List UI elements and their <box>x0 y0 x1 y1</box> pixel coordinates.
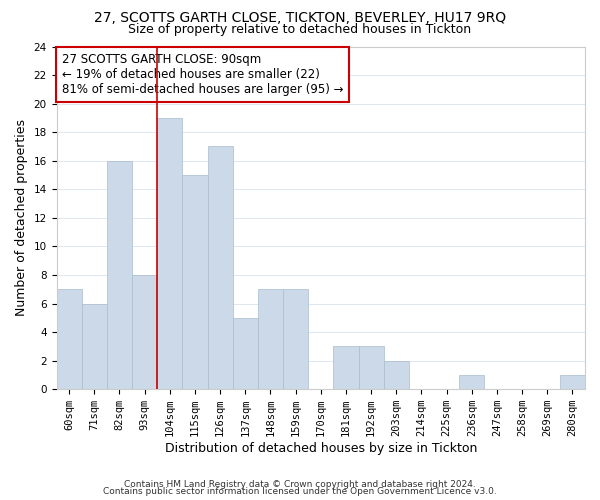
Bar <box>82 304 107 389</box>
Y-axis label: Number of detached properties: Number of detached properties <box>15 120 28 316</box>
Bar <box>383 360 409 389</box>
Text: 27 SCOTTS GARTH CLOSE: 90sqm
← 19% of detached houses are smaller (22)
81% of se: 27 SCOTTS GARTH CLOSE: 90sqm ← 19% of de… <box>62 54 343 96</box>
Bar <box>107 160 132 389</box>
Text: 27, SCOTTS GARTH CLOSE, TICKTON, BEVERLEY, HU17 9RQ: 27, SCOTTS GARTH CLOSE, TICKTON, BEVERLE… <box>94 11 506 25</box>
Text: Size of property relative to detached houses in Tickton: Size of property relative to detached ho… <box>128 22 472 36</box>
Bar <box>56 290 82 389</box>
Bar <box>258 290 283 389</box>
Bar <box>459 375 484 389</box>
Text: Contains public sector information licensed under the Open Government Licence v3: Contains public sector information licen… <box>103 487 497 496</box>
Bar <box>157 118 182 389</box>
Text: Contains HM Land Registry data © Crown copyright and database right 2024.: Contains HM Land Registry data © Crown c… <box>124 480 476 489</box>
Bar <box>359 346 383 389</box>
X-axis label: Distribution of detached houses by size in Tickton: Distribution of detached houses by size … <box>164 442 477 455</box>
Bar <box>334 346 359 389</box>
Bar <box>233 318 258 389</box>
Bar <box>560 375 585 389</box>
Bar <box>132 275 157 389</box>
Bar <box>208 146 233 389</box>
Bar <box>182 175 208 389</box>
Bar <box>283 290 308 389</box>
